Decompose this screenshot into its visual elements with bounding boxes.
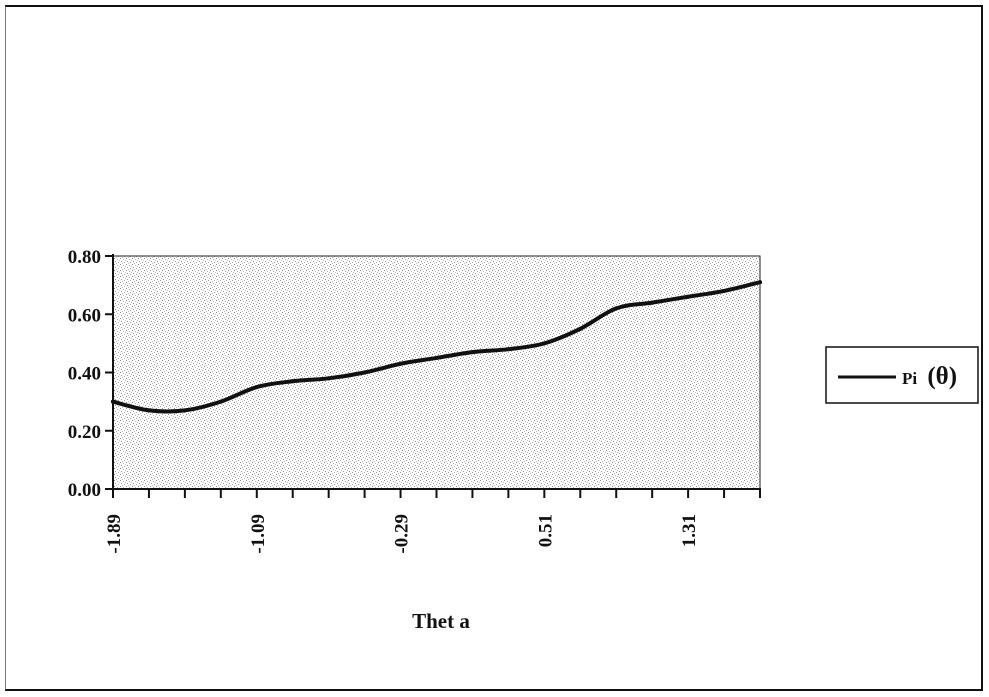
legend: Pi (θ) <box>825 346 979 404</box>
data-point <box>470 350 475 355</box>
x-tick-label: -1.89 <box>104 514 125 554</box>
y-tick-label: 0.20 <box>68 422 101 443</box>
data-point <box>686 294 691 299</box>
legend-box <box>825 346 979 404</box>
data-point <box>614 306 619 311</box>
data-point <box>758 280 762 285</box>
x-ticks: -1.89 -1.09 -0.29 0.51 1.31 <box>104 489 761 554</box>
data-point <box>182 408 187 413</box>
data-point <box>722 288 727 293</box>
data-point <box>111 399 115 404</box>
x-tick-label: -0.29 <box>392 514 413 554</box>
y-tick-label: 0.00 <box>68 480 101 501</box>
data-point <box>434 355 439 360</box>
legend-label-symbol: (θ) <box>927 363 957 390</box>
data-point <box>290 379 295 384</box>
legend-label-prefix: Pi <box>902 369 917 388</box>
series-points <box>111 280 762 413</box>
x-tick-label: 0.51 <box>535 514 556 547</box>
x-tick-label: -1.09 <box>248 514 269 554</box>
data-point <box>506 347 511 352</box>
data-point <box>362 370 367 375</box>
data-point <box>326 376 331 381</box>
y-ticks: 0.80 0.60 0.40 0.20 0.00 <box>68 247 113 501</box>
plot-area <box>112 255 761 490</box>
data-point <box>578 326 583 331</box>
legend-label: Pi (θ) <box>902 363 957 390</box>
y-tick-label: 0.60 <box>68 305 101 326</box>
y-tick-label: 0.80 <box>68 247 101 268</box>
data-point <box>218 399 223 404</box>
data-point <box>542 341 547 346</box>
data-point <box>650 300 655 305</box>
x-tick-label: 1.31 <box>679 514 700 547</box>
data-point <box>254 385 259 390</box>
x-axis-title: Thet a <box>412 609 470 633</box>
data-point <box>398 361 403 366</box>
y-tick-label: 0.40 <box>68 364 101 385</box>
data-point <box>146 408 151 413</box>
